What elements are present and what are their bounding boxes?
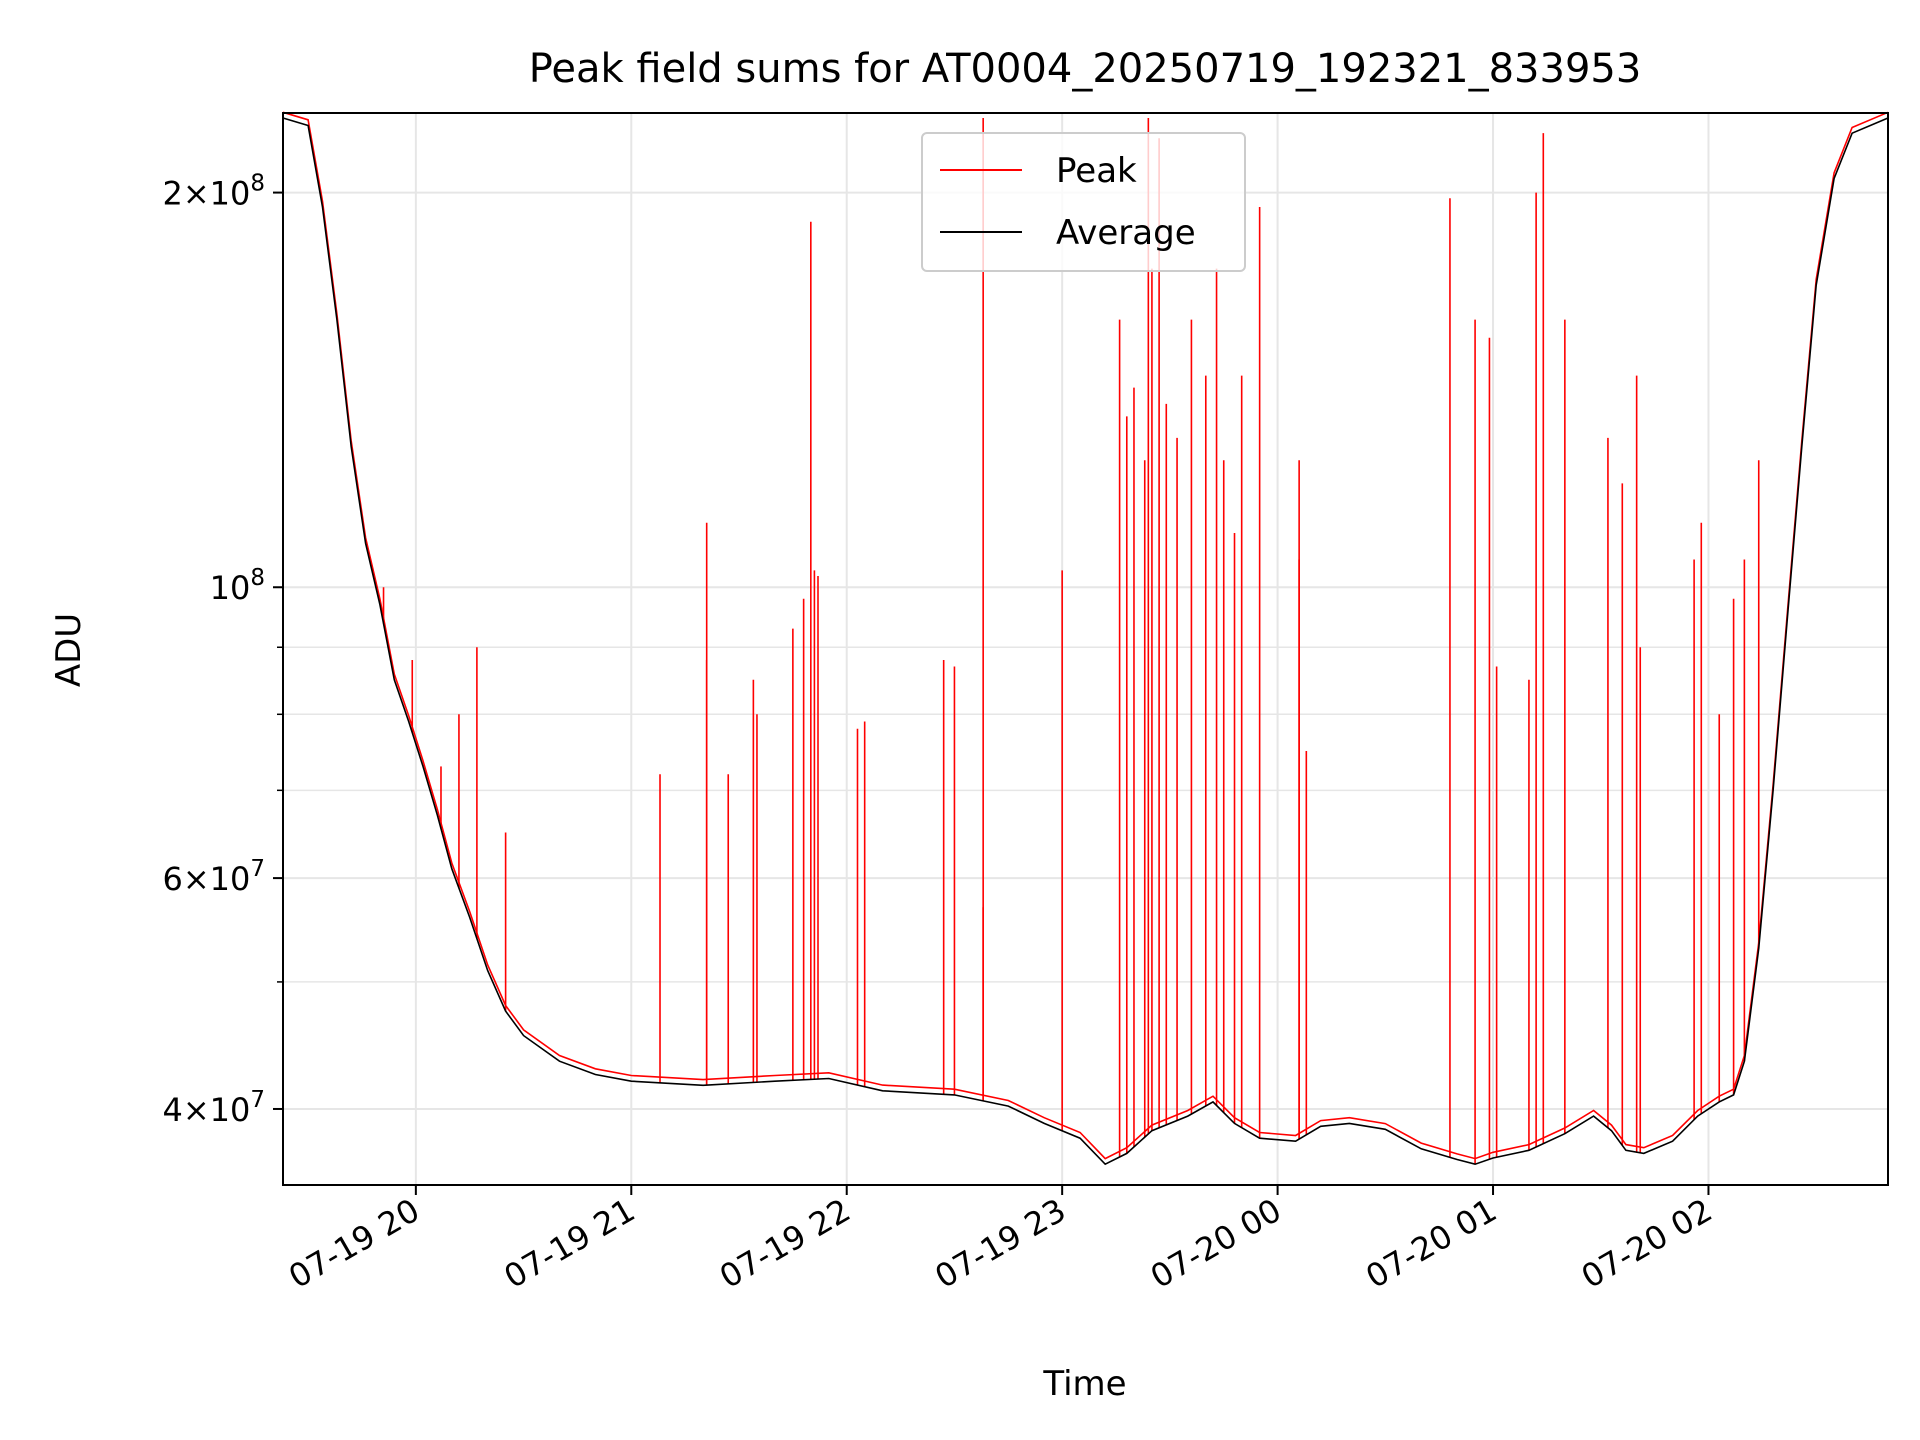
legend-average-label: Average [1056, 213, 1196, 253]
legend-peak-label: Peak [1056, 151, 1137, 191]
x-axis-label: Time [1042, 1364, 1126, 1404]
chart-title: Peak field sums for AT0004_20250719_1923… [529, 46, 1642, 92]
legend-box [921, 132, 1246, 272]
legend: Peak Average [921, 132, 1246, 272]
average-series-line [282, 117, 1889, 1166]
y-tick-label: 108 [210, 565, 265, 607]
y-tick-label: 2×108 [162, 171, 265, 213]
y-axis-label: ADU [49, 613, 89, 687]
series-layer [282, 111, 1889, 1166]
plot-frame [282, 112, 1889, 1186]
y-tick-label: 6×107 [162, 856, 265, 898]
y-tick-label: 4×107 [162, 1087, 265, 1129]
